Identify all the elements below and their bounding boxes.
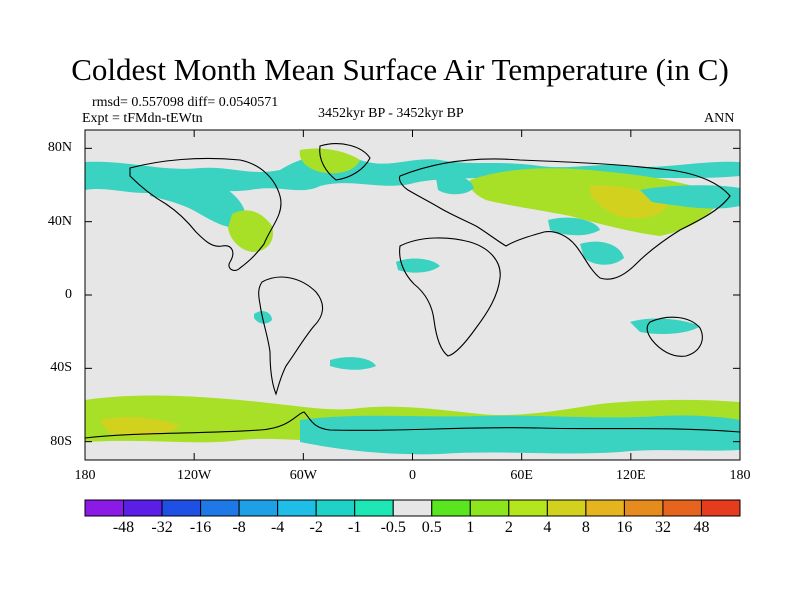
coast-australia (646, 316, 703, 357)
colorbar-label: 32 (654, 519, 671, 536)
colorbar-swatch (546, 499, 587, 517)
lat-label: 40N (47, 213, 72, 229)
stats-text: rmsd= 0.557098 diff= 0.0540571 (92, 95, 279, 110)
colorbar-label: 16 (616, 519, 633, 536)
anomaly-cool-northpacific (640, 185, 740, 209)
colorbar-label: -2 (309, 519, 323, 536)
colorbar-swatch (431, 499, 471, 517)
lat-label: 80N (47, 140, 72, 156)
lon-label: 120E (616, 468, 646, 483)
lon-label: 120W (177, 468, 212, 483)
colorbar-swatch (315, 499, 356, 517)
anomaly-green-greenland (299, 148, 360, 174)
colorbar-swatch (84, 499, 125, 517)
lat-label: 0 (65, 287, 72, 302)
coast-eurasia (398, 158, 731, 280)
axis-ticks (84, 130, 741, 460)
colorbar-swatch (238, 499, 279, 517)
coastlines (85, 143, 740, 439)
colorbar-label: -4 (270, 519, 285, 536)
colorbar-swatch (277, 499, 317, 517)
colorbar-label: 0.5 (421, 519, 442, 536)
anomaly-cool-arctic (85, 155, 740, 193)
lat-label: 40S (50, 360, 72, 376)
coast-africa (399, 237, 501, 357)
season-text: ANN (704, 111, 735, 126)
anomaly-green-eurasia (469, 168, 720, 236)
anomaly-cool-antarctica (300, 415, 740, 455)
anomaly-field (85, 148, 740, 455)
colorbar-swatch (200, 499, 240, 517)
lon-label: 60E (510, 468, 533, 483)
anomaly-cool-europe (436, 175, 474, 195)
colorbar-swatch (123, 499, 163, 517)
lat-label: 80S (50, 433, 72, 449)
colorbar-label: -1 (348, 519, 362, 536)
colorbar-swatch (623, 499, 664, 517)
colorbar-swatch (469, 499, 510, 517)
colorbar-label: 4 (543, 519, 552, 536)
colorbar-label: 2 (504, 519, 513, 536)
anomaly-green-namerica (228, 210, 274, 252)
lon-label: 0 (409, 468, 416, 483)
colorbar-swatch (354, 499, 394, 517)
colorbar-swatch (700, 499, 741, 517)
anomaly-cool-atlantic (396, 258, 440, 273)
map-title: Coldest Month Mean Surface Air Temperatu… (71, 52, 729, 87)
experiment-text: Expt = tFMdn-tEWtn (82, 111, 203, 126)
anomaly-cool-indian (548, 217, 600, 236)
lon-label: 180 (74, 468, 96, 483)
anomaly-cool-namerica (150, 178, 246, 228)
coast-antarctica (85, 411, 740, 439)
colorbar-label: -8 (232, 519, 246, 536)
colorbar-label: -16 (189, 519, 212, 536)
colorbar-label: -48 (112, 519, 135, 536)
lon-label: 60W (289, 468, 317, 483)
coast-greenland (319, 143, 371, 181)
anomaly-cool-southatlantic (330, 357, 376, 370)
colorbar-swatch (585, 499, 625, 517)
colorbar-label: -32 (151, 519, 173, 536)
coast-north-america (129, 157, 282, 271)
colorbar-swatch (161, 499, 202, 517)
colorbar-label: 8 (581, 519, 590, 536)
period-text: 3452kyr BP - 3452kyr BP (318, 106, 464, 121)
colorbar-swatch (392, 499, 433, 517)
anomaly-cool-arabia (580, 241, 624, 265)
colorbar-label: 1 (466, 519, 475, 536)
colorbar-label: -0.5 (380, 519, 406, 536)
colorbar-swatch (508, 499, 548, 517)
colorbar (84, 499, 741, 517)
lon-label: 180 (729, 468, 751, 483)
coast-south-america (258, 276, 324, 396)
anomaly-yellow-southern (100, 417, 180, 436)
colorbar-swatch (662, 499, 702, 517)
colorbar-label: 48 (693, 519, 710, 536)
